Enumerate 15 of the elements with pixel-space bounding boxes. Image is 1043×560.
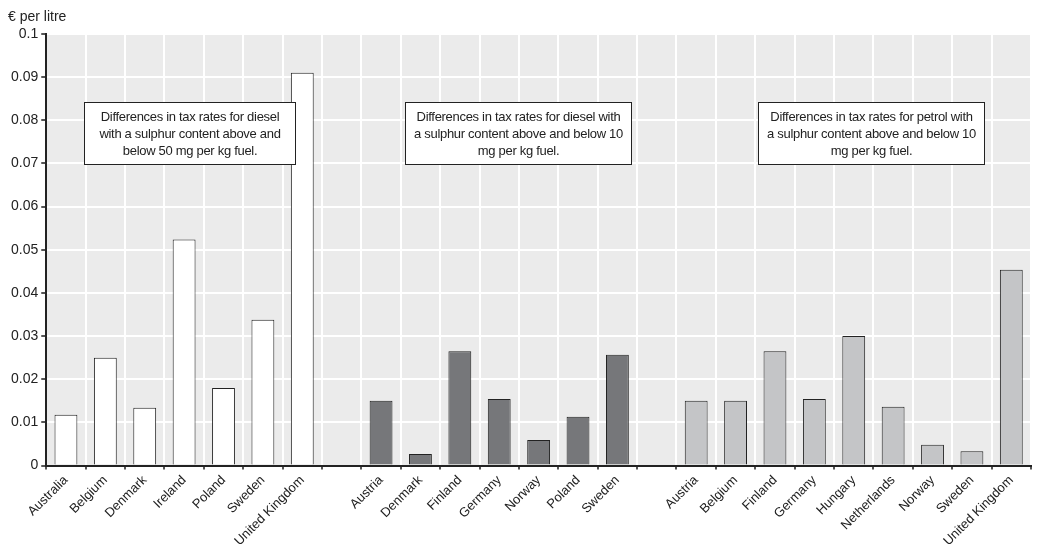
y-tick-label: 0.08 [11, 111, 39, 128]
y-tick-label: 0.07 [11, 154, 39, 171]
y-axis-title: € per litre [8, 8, 67, 24]
y-tick-label: 0.1 [18, 24, 39, 41]
y-tick-label: 0.06 [11, 197, 39, 214]
y-tick-label: 0.01 [11, 413, 39, 430]
annotation: Differences in tax rates for diesel with a sulphur content above and below 50 mg per kg fuel. [84, 102, 296, 165]
annotation: Differences in tax rates for petrol with a sulphur content above and below 10 mg per kg fuel. [758, 102, 985, 165]
y-tick-label: 0.05 [11, 240, 39, 257]
y-tick-label: 0.09 [11, 68, 39, 85]
y-tick-label: 0 [30, 456, 39, 473]
annotation: Differences in tax rates for diesel with a sulphur content above and below 10 mg per kg fuel. [405, 102, 632, 165]
y-tick-label: 0.04 [11, 283, 39, 300]
y-tick-label: 0.02 [11, 370, 39, 387]
y-tick-label: 0.03 [11, 326, 39, 343]
